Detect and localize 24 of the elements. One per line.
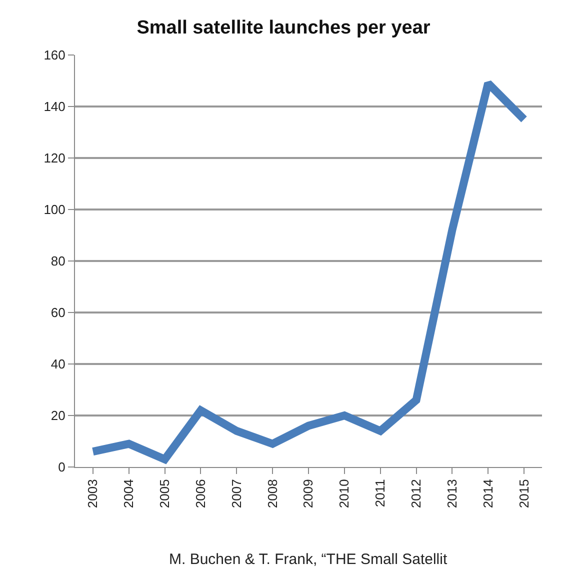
x-tick-label: 2013 <box>444 479 460 508</box>
y-tick-label: 80 <box>50 254 66 269</box>
x-tick-label: 2005 <box>157 479 172 508</box>
x-tick-label: 2010 <box>336 479 352 508</box>
x-tick-label: 2003 <box>85 479 100 508</box>
x-tick-label: 2015 <box>516 479 532 508</box>
y-tick-label: 0 <box>58 460 66 475</box>
y-tick-label: 140 <box>44 99 66 114</box>
y-tick-label: 120 <box>44 150 66 166</box>
x-tick-label: 2009 <box>300 479 316 508</box>
y-tick-label: 160 <box>44 48 66 63</box>
y-tick-label: 60 <box>50 305 66 320</box>
x-tick-label: 2006 <box>192 479 208 508</box>
x-tick-label: 2012 <box>408 479 424 508</box>
text: M. Buchen & T. Frank, “THE Small Satellit <box>169 551 448 568</box>
chart-title: Small satellite launches per year <box>136 17 431 38</box>
x-tick-label: 2008 <box>264 479 280 508</box>
y-tick-label: 20 <box>50 408 66 424</box>
x-tick-label: 2014 <box>480 479 496 508</box>
x-tick-label: 2011 <box>372 479 388 508</box>
y-tick-label: 100 <box>44 202 66 218</box>
y-tick-label: 40 <box>50 356 66 372</box>
x-tick-label: 2007 <box>228 479 244 508</box>
x-tick-label: 2004 <box>121 479 136 508</box>
